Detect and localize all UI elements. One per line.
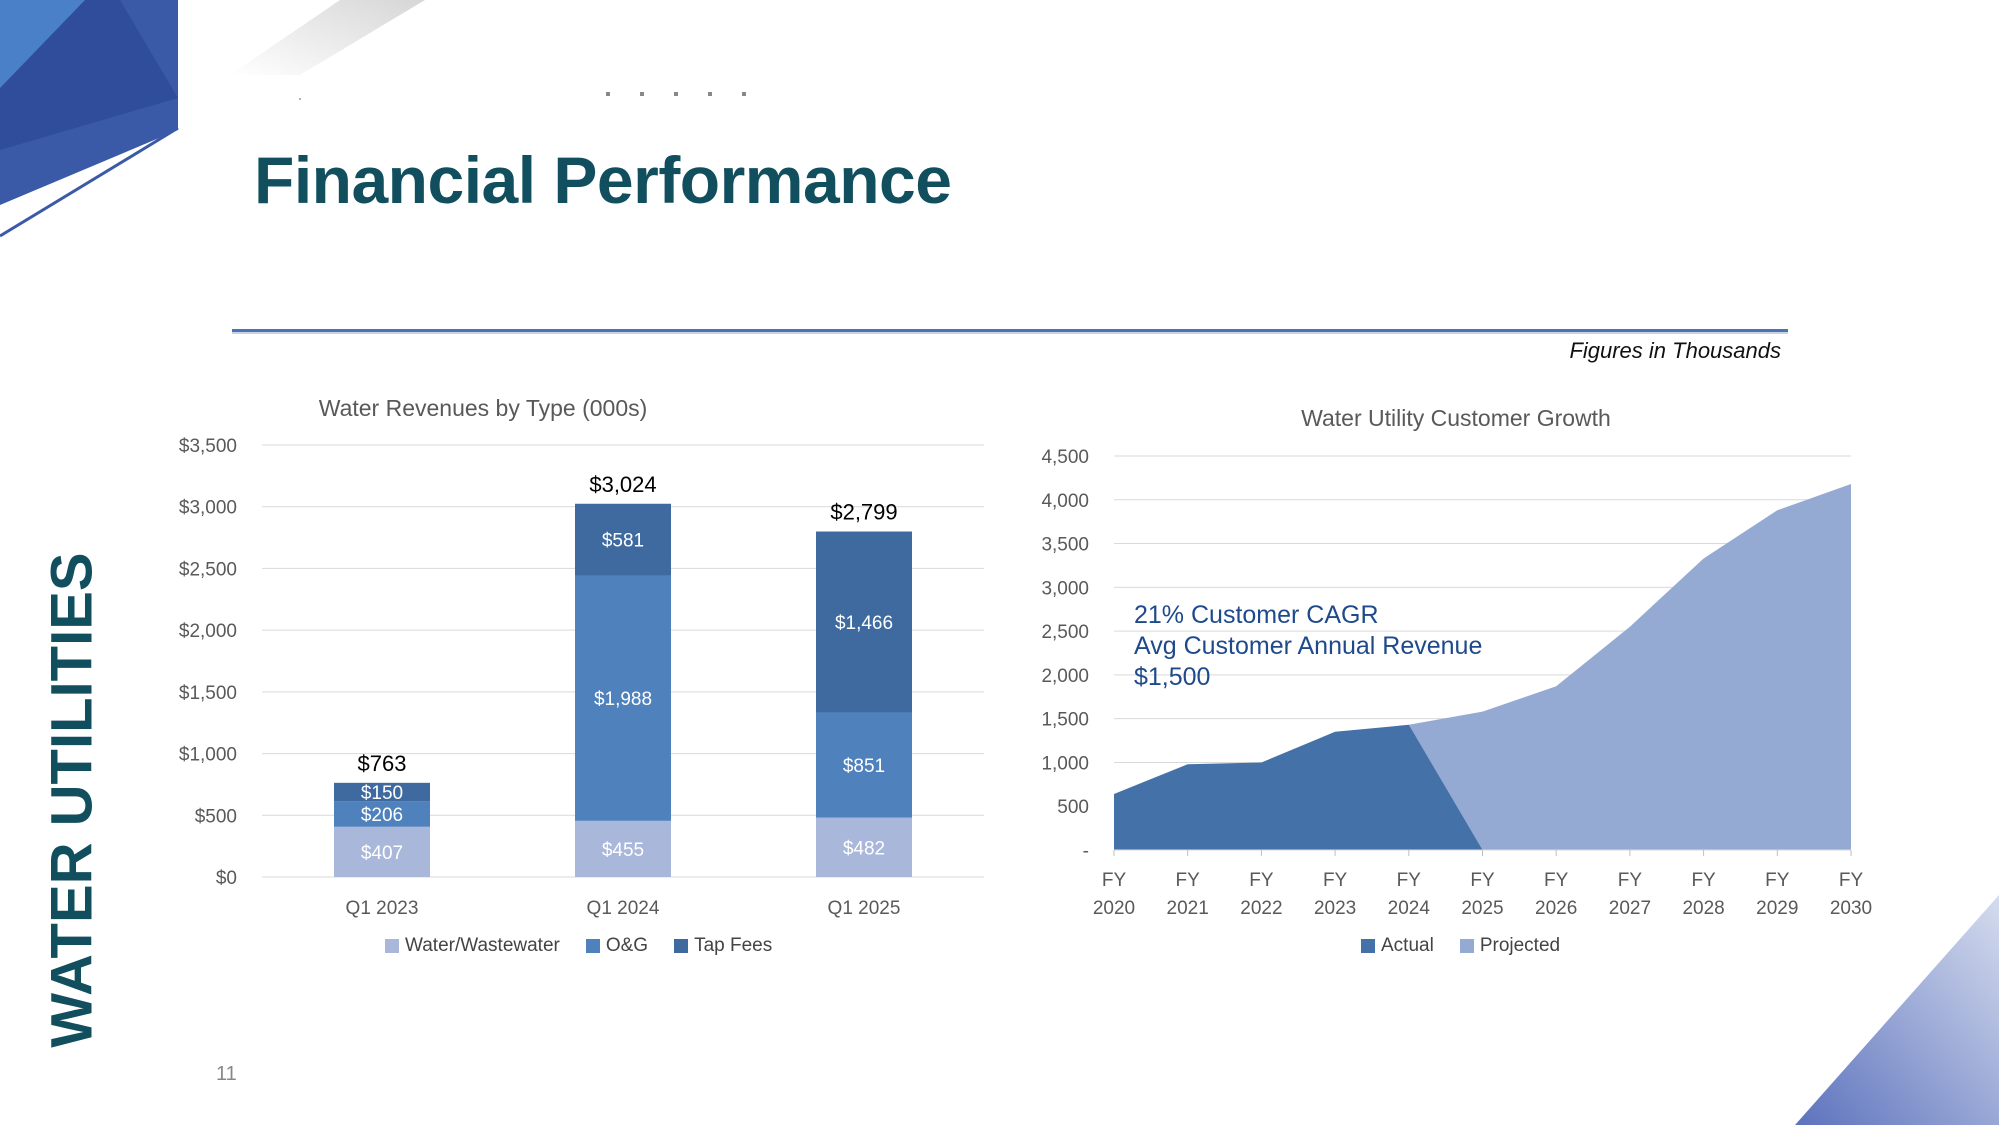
bar-total-label: $763 <box>358 751 407 776</box>
corner-shape-light <box>0 0 85 88</box>
y-tick-label: $1,000 <box>179 745 237 766</box>
legend-item-projected: Projected <box>1459 935 1561 957</box>
bar-segment <box>334 801 430 827</box>
legend-swatch-water <box>385 939 399 953</box>
revenue-bar-chart: Water Revenues by Type (000s) $0 $500 $1,00… <box>179 395 984 919</box>
y-tick-label: $2,000 <box>179 621 237 642</box>
legend-label-om: O&G <box>605 935 649 956</box>
y-tick-label: $3,500 <box>179 436 237 457</box>
bar-data-label: $455 <box>602 840 644 861</box>
customer-chart-legend: Actual Projected <box>1361 935 1560 957</box>
y-tick-label: $0 <box>216 868 237 889</box>
bar-segment <box>816 531 912 713</box>
legend-label-water: Water/Wastewater <box>405 935 560 956</box>
bar-total-label: $2,799 <box>830 500 897 525</box>
legend-swatch-actual <box>1361 939 1375 953</box>
dot-row <box>606 92 746 96</box>
bar-data-label: $1,988 <box>594 689 652 710</box>
chart-title: Water Revenues by Type (000s) <box>319 395 648 421</box>
x-tick-label: Q1 2023 <box>346 898 419 919</box>
bar-total-label: $3,024 <box>589 472 656 497</box>
bar-data-label: $482 <box>843 838 885 859</box>
annotation-revenue-value: $1,500 <box>1134 663 1211 691</box>
bar-data-label: $851 <box>843 756 885 777</box>
dot <box>299 98 301 100</box>
legend-item-tap: Tap Fees <box>674 935 772 957</box>
bar-segment <box>334 782 430 802</box>
bar-data-label: $407 <box>361 843 403 864</box>
y-tick-label: $2,500 <box>179 559 237 580</box>
customer-annotation: 21% Customer CAGR Avg Customer Annual Re… <box>1134 600 1482 693</box>
figures-note: Figures in Thousands <box>1569 338 1781 363</box>
legend-label-projected: Projected <box>1479 935 1561 956</box>
corner-line <box>0 126 179 238</box>
bar-segment <box>334 826 430 877</box>
legend-swatch-tap <box>674 939 689 953</box>
bar-data-label: $581 <box>602 531 644 552</box>
legend-label-tap: Tap Fees <box>694 935 773 956</box>
bar-segment <box>575 575 671 821</box>
gray-stripe <box>230 0 425 75</box>
bar-data-label: $1,466 <box>835 613 893 634</box>
bar-segment <box>575 503 671 576</box>
legend-item-water: Water/Wastewater <box>385 935 560 957</box>
legend-item-om: O&G <box>585 935 649 957</box>
legend-swatch-projected <box>1459 939 1474 953</box>
legend-label-actual: Actual <box>1381 935 1434 956</box>
bar-segment <box>575 820 671 877</box>
page-title: Financial Performance <box>254 143 952 217</box>
bar-data-label: $206 <box>361 805 403 826</box>
x-tick-label: Q1 2025 <box>828 898 901 919</box>
annotation-revenue-label: Avg Customer Annual Revenue <box>1134 632 1483 660</box>
y-tick-label: $3,000 <box>179 498 237 519</box>
title-divider <box>232 329 1788 332</box>
bottom-right-shape <box>1795 895 1999 1125</box>
y-tick-label: $1,500 <box>179 683 237 704</box>
x-tick-label: Q1 2024 <box>587 898 660 919</box>
legend-swatch-om <box>585 939 600 953</box>
page-number: 11 <box>216 1063 237 1085</box>
title-divider-shadow <box>232 332 1788 334</box>
y-tick-label: $500 <box>195 806 237 827</box>
bar-segment <box>816 712 912 818</box>
legend-item-actual: Actual <box>1361 935 1434 957</box>
bar-segment <box>816 817 912 877</box>
bar-data-label: $150 <box>361 783 403 804</box>
revenue-chart-legend: Water/Wastewater O&G Tap Fees <box>385 935 772 957</box>
annotation-cagr: 21% Customer CAGR <box>1134 601 1379 629</box>
